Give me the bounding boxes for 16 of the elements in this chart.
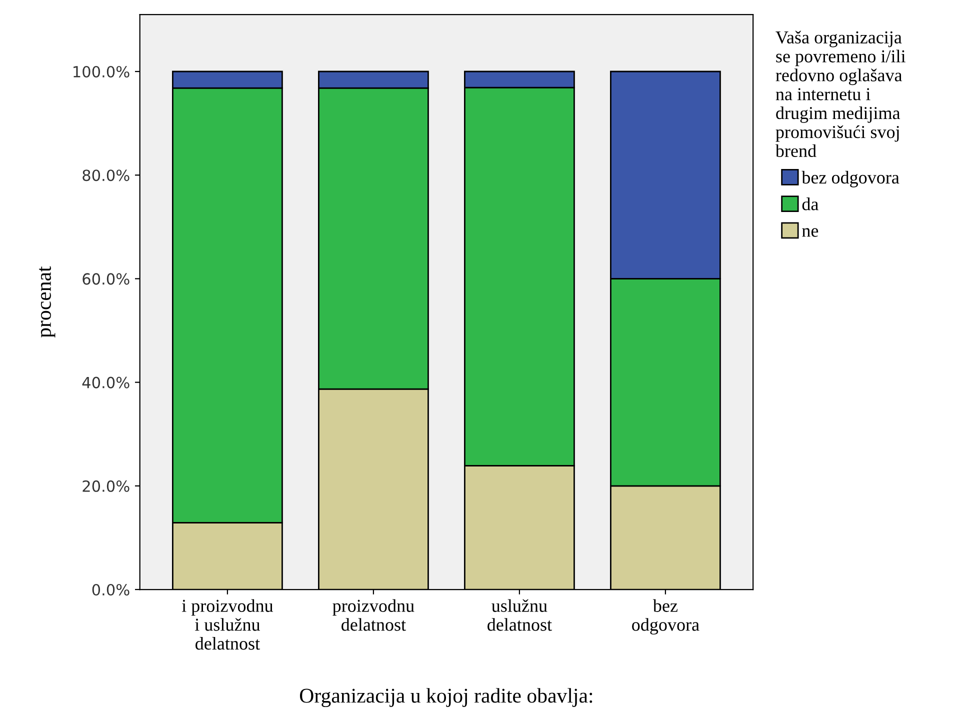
legend-title: Vaša organizacija se povremeno i/ili redovno oglašava na internetu i drugim medijima promovišući svoj brend <box>775 30 906 158</box>
x-tick-label: i proizvodnu i uslužnu delatnost <box>182 599 274 650</box>
y-tick-label: 40.0% <box>82 376 130 388</box>
y-tick-label: 80.0% <box>82 170 130 182</box>
x-tick-label: uslužnu delatnost <box>488 599 552 631</box>
y-tick-label: 0.0% <box>92 584 130 596</box>
x-axis-title: Organizacija u kojoj radite obavlja: <box>300 688 592 708</box>
legend-label: bez odgovora <box>802 170 900 188</box>
legend-label: da <box>802 198 818 210</box>
y-tick-label: 60.0% <box>82 273 130 285</box>
y-tick-label: 100.0% <box>74 66 130 78</box>
legend-label: ne <box>802 228 818 237</box>
x-tick-label: bez odgovora <box>632 599 700 635</box>
y-axis-title: procenat <box>39 266 56 338</box>
x-tick-label: proizvodnu delatnost <box>332 599 414 631</box>
y-tick-label: 20.0% <box>82 480 130 492</box>
